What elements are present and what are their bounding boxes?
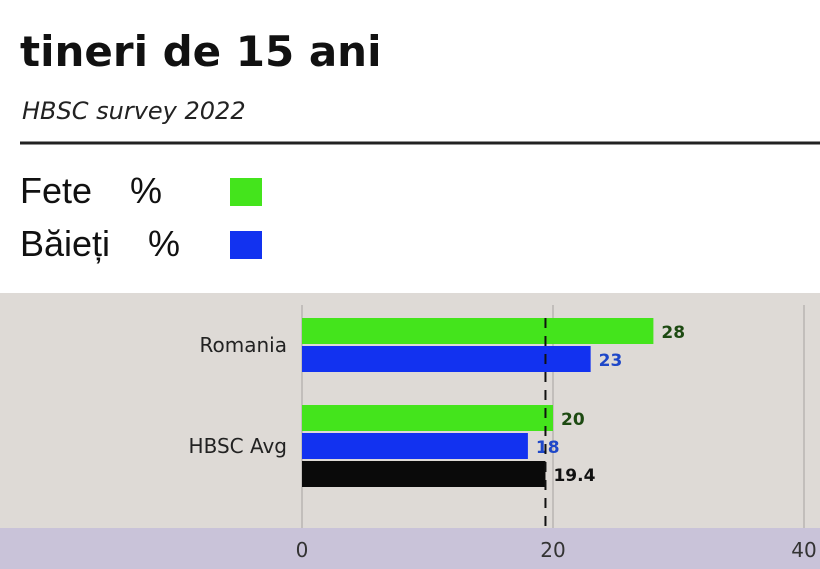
chart-title: tineri de 15 ani bbox=[20, 27, 381, 76]
bar bbox=[302, 405, 553, 431]
legend-swatch bbox=[230, 231, 262, 259]
axis-strip bbox=[0, 528, 820, 569]
x-tick-label: 20 bbox=[540, 538, 565, 562]
value-label: 28 bbox=[661, 323, 685, 343]
bar bbox=[302, 346, 591, 372]
value-label: 19.4 bbox=[553, 466, 595, 486]
y-tick-label: HBSC Avg bbox=[189, 434, 287, 458]
value-label: 18 bbox=[536, 438, 560, 458]
bar bbox=[302, 318, 654, 344]
y-tick-label: Romania bbox=[200, 333, 287, 357]
legend-swatch bbox=[230, 178, 262, 206]
legend-label: Băieți % bbox=[20, 223, 180, 264]
legend-label: Fete % bbox=[20, 170, 162, 211]
x-tick-label: 40 bbox=[791, 538, 816, 562]
x-tick-label: 0 bbox=[296, 538, 309, 562]
value-label: 20 bbox=[561, 410, 585, 430]
bar bbox=[302, 461, 546, 487]
bar bbox=[302, 433, 528, 459]
value-label: 23 bbox=[599, 351, 623, 371]
chart-subtitle: HBSC survey 2022 bbox=[22, 97, 246, 125]
